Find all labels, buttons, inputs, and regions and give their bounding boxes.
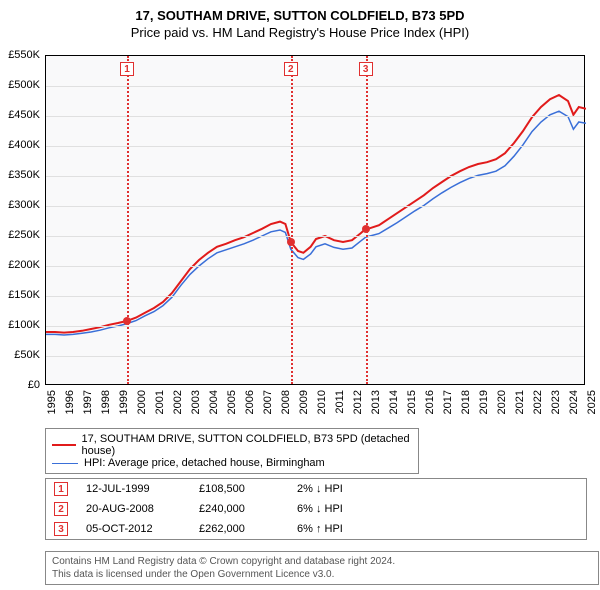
x-tick-label: 2007	[262, 390, 274, 414]
x-tick-label: 2021	[514, 390, 526, 414]
x-tick-label: 1996	[64, 390, 76, 414]
x-tick-label: 2016	[424, 390, 436, 414]
event-row-badge: 3	[54, 522, 68, 536]
x-tick-label: 2020	[496, 390, 508, 414]
x-tick-label: 2019	[478, 390, 490, 414]
y-tick-label: £250K	[0, 229, 40, 241]
x-tick-label: 2022	[532, 390, 544, 414]
x-tick-label: 2003	[190, 390, 202, 414]
event-badge: 2	[284, 62, 298, 76]
x-tick-label: 1997	[82, 390, 94, 414]
event-row-delta: 6% ↓ HPI	[297, 503, 377, 515]
legend-swatch-2	[52, 463, 78, 464]
y-tick-label: £0	[0, 379, 40, 391]
x-tick-label: 2014	[388, 390, 400, 414]
event-row-date: 20-AUG-2008	[86, 503, 181, 515]
event-row: 2 20-AUG-2008 £240,000 6% ↓ HPI	[46, 499, 586, 519]
event-row-delta: 6% ↑ HPI	[297, 523, 377, 535]
event-dot	[123, 317, 131, 325]
x-tick-label: 2024	[568, 390, 580, 414]
x-tick-label: 2002	[172, 390, 184, 414]
legend-label-2: HPI: Average price, detached house, Birm…	[84, 457, 325, 469]
chart: 1995199619971998199920002001200220032004…	[45, 55, 585, 385]
event-row: 3 05-OCT-2012 £262,000 6% ↑ HPI	[46, 519, 586, 539]
x-tick-label: 1998	[100, 390, 112, 414]
plot-area: 1995199619971998199920002001200220032004…	[45, 55, 585, 385]
event-row-price: £108,500	[199, 483, 279, 495]
x-tick-label: 2023	[550, 390, 562, 414]
event-line	[366, 56, 368, 384]
title-area: 17, SOUTHAM DRIVE, SUTTON COLDFIELD, B73…	[0, 0, 600, 40]
x-tick-label: 2005	[226, 390, 238, 414]
event-badge: 3	[359, 62, 373, 76]
x-tick-label: 1995	[46, 390, 58, 414]
y-tick-label: £350K	[0, 169, 40, 181]
legend-label-1: 17, SOUTHAM DRIVE, SUTTON COLDFIELD, B73…	[82, 433, 412, 457]
y-tick-label: £400K	[0, 139, 40, 151]
title-line1: 17, SOUTHAM DRIVE, SUTTON COLDFIELD, B73…	[0, 8, 600, 23]
y-tick-label: £50K	[0, 349, 40, 361]
x-tick-label: 2006	[244, 390, 256, 414]
x-tick-label: 2008	[280, 390, 292, 414]
event-row-price: £240,000	[199, 503, 279, 515]
event-row-date: 12-JUL-1999	[86, 483, 181, 495]
footer-line2: This data is licensed under the Open Gov…	[52, 568, 592, 581]
event-dot	[287, 238, 295, 246]
title-line2: Price paid vs. HM Land Registry's House …	[0, 25, 600, 40]
event-row-badge: 2	[54, 502, 68, 516]
event-row-date: 05-OCT-2012	[86, 523, 181, 535]
y-tick-label: £500K	[0, 79, 40, 91]
x-tick-label: 2004	[208, 390, 220, 414]
legend: 17, SOUTHAM DRIVE, SUTTON COLDFIELD, B73…	[45, 428, 419, 474]
x-tick-label: 2018	[460, 390, 472, 414]
x-tick-label: 2009	[298, 390, 310, 414]
event-row: 1 12-JUL-1999 £108,500 2% ↓ HPI	[46, 479, 586, 499]
event-row-price: £262,000	[199, 523, 279, 535]
event-line	[291, 56, 293, 384]
x-tick-label: 2012	[352, 390, 364, 414]
x-tick-label: 1999	[118, 390, 130, 414]
event-dot	[362, 225, 370, 233]
y-tick-label: £200K	[0, 259, 40, 271]
x-tick-label: 2015	[406, 390, 418, 414]
event-line	[127, 56, 129, 384]
x-tick-label: 2000	[136, 390, 148, 414]
x-tick-label: 2013	[370, 390, 382, 414]
event-badge: 1	[120, 62, 134, 76]
event-row-badge: 1	[54, 482, 68, 496]
events-table: 1 12-JUL-1999 £108,500 2% ↓ HPI 2 20-AUG-2008…	[45, 478, 587, 540]
footer-line1: Contains HM Land Registry data © Crown c…	[52, 555, 592, 568]
x-tick-label: 2001	[154, 390, 166, 414]
y-tick-label: £550K	[0, 49, 40, 61]
x-tick-label: 2011	[334, 390, 346, 414]
legend-swatch-1	[52, 444, 76, 446]
y-tick-label: £150K	[0, 289, 40, 301]
y-tick-label: £450K	[0, 109, 40, 121]
y-tick-label: £100K	[0, 319, 40, 331]
footer: Contains HM Land Registry data © Crown c…	[45, 551, 599, 585]
x-tick-label: 2010	[316, 390, 328, 414]
x-tick-label: 2017	[442, 390, 454, 414]
y-tick-label: £300K	[0, 199, 40, 211]
event-row-delta: 2% ↓ HPI	[297, 483, 377, 495]
x-tick-label: 2025	[586, 390, 598, 414]
